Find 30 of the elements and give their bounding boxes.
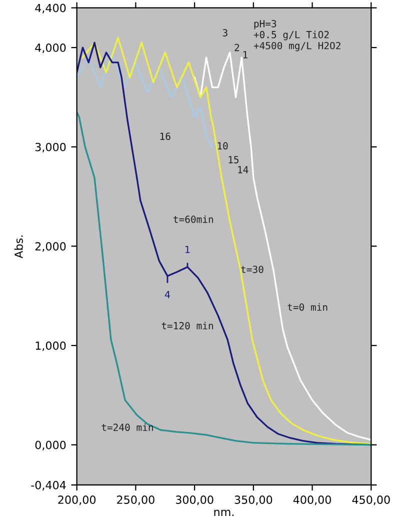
annotation: t=0 min bbox=[288, 303, 328, 311]
x-tick-label: 350,00 bbox=[234, 496, 272, 506]
annotation: t=120 min bbox=[162, 322, 213, 330]
annotation: 4 bbox=[164, 291, 170, 298]
annotation: 1 bbox=[243, 51, 248, 58]
x-tick-label: 400,00 bbox=[293, 496, 331, 506]
y-axis-title: Abs. bbox=[14, 236, 23, 258]
annotation: 16 bbox=[160, 132, 170, 140]
y-tick-label: -0,404 bbox=[31, 480, 66, 490]
y-tick-label: 2,000 bbox=[35, 242, 66, 252]
x-tick-label: 300,00 bbox=[176, 496, 214, 506]
annotation: t=60min bbox=[174, 215, 213, 223]
y-tick-label: 4,400 bbox=[35, 4, 66, 14]
annotation: 3 bbox=[222, 29, 228, 36]
y-tick-label: 3,000 bbox=[35, 142, 66, 152]
x-tick-label: 200,00 bbox=[58, 496, 96, 506]
annotation: 14 bbox=[238, 166, 248, 174]
x-axis-title: nm. bbox=[214, 510, 234, 516]
y-tick-label: 1,000 bbox=[36, 341, 66, 352]
annotation: t=240 min bbox=[102, 423, 153, 432]
annotation: 1 bbox=[185, 246, 190, 254]
annotation: 15 bbox=[228, 156, 238, 164]
annotation: t=30 bbox=[241, 266, 264, 274]
x-tick-label: 450,00 bbox=[352, 496, 390, 506]
y-tick-label: 0,000 bbox=[35, 440, 66, 450]
x-tick-label: 250,00 bbox=[117, 496, 154, 506]
annotation: 2 bbox=[234, 44, 240, 52]
annotation: 10 bbox=[218, 142, 228, 150]
y-tick-label: 4,000 bbox=[35, 44, 66, 54]
annotation: pH=3 +0.5 g/L TiO2 +4500 mg/L H2O2 bbox=[254, 20, 340, 52]
